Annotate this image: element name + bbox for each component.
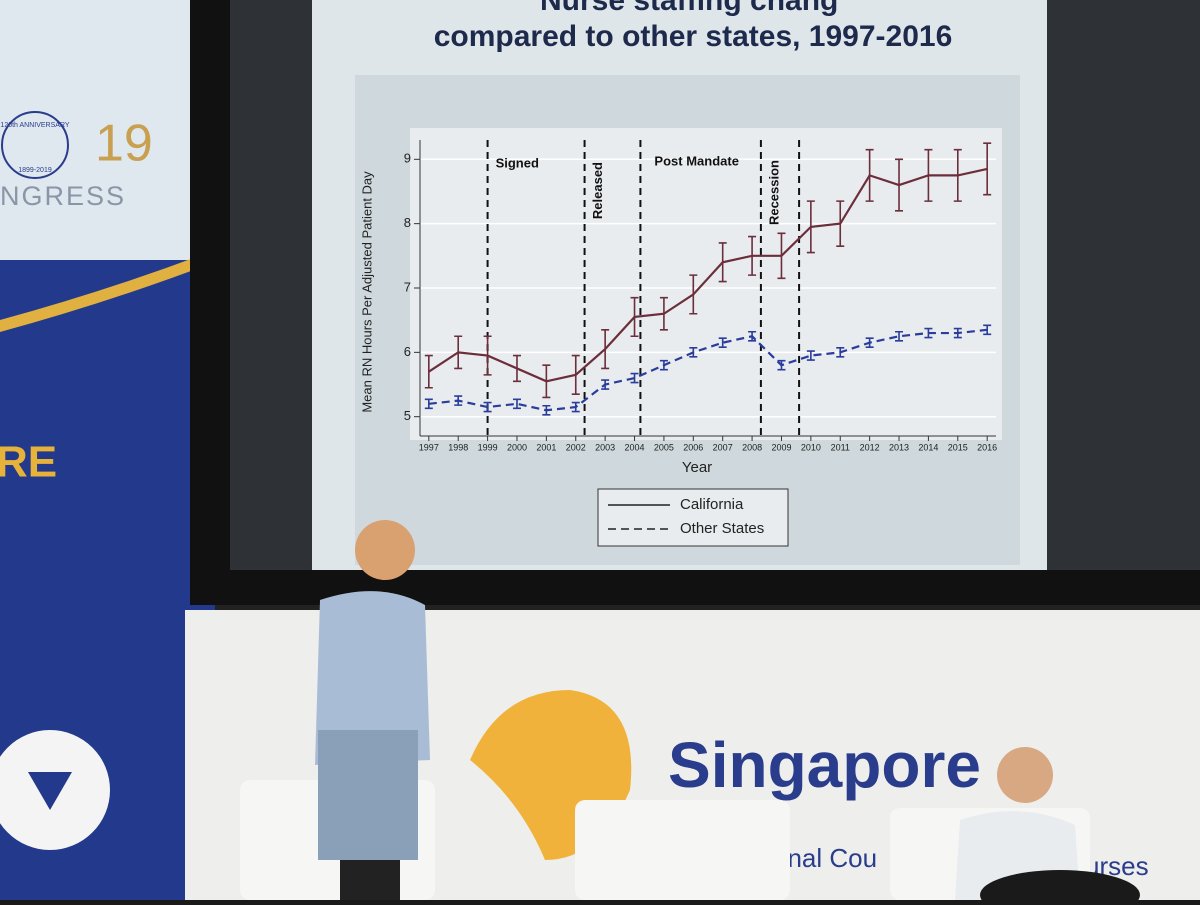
stage-logo: Singapore [668, 729, 981, 801]
error-bar [953, 327, 962, 339]
slide-title-top: Nurse staffing chang [540, 0, 838, 17]
error-bar [542, 364, 551, 399]
y-tick-label: 8 [404, 215, 411, 230]
x-tick-label: 2011 [831, 442, 850, 452]
error-bar [689, 347, 698, 358]
error-bar [424, 398, 433, 410]
x-tick-label: 2002 [566, 442, 586, 452]
banner-seal-icon [28, 772, 72, 810]
plot: 5 6 7 8 9 1997 1998 1999 2000 2001 2002 2003 2004 200… [404, 140, 997, 547]
error-bar [983, 324, 992, 336]
annotation: Post Mandate [654, 153, 739, 168]
x-tick-label: 2006 [683, 442, 703, 452]
y-tick-label: 6 [404, 344, 411, 359]
error-bar [630, 372, 639, 384]
speaker-skirt [318, 730, 418, 860]
banner-number: 19 [95, 115, 153, 173]
x-tick-label: 2007 [713, 442, 733, 452]
chair [575, 800, 790, 900]
x-tick-label: 2000 [507, 442, 527, 452]
error-bar [483, 335, 492, 376]
error-bar [630, 296, 639, 338]
banner-word: NGRESS [0, 181, 126, 211]
x-tick-label: 2009 [771, 442, 791, 452]
x-tick-label: 2012 [860, 442, 880, 452]
x-tick-label: 2005 [654, 442, 674, 452]
error-bar [512, 354, 521, 383]
audience-head [980, 870, 1140, 905]
error-bar [777, 359, 786, 371]
error-bar [806, 200, 815, 254]
slide-title: compared to other states, 1997-2016 [434, 20, 953, 53]
error-bar [601, 379, 610, 390]
x-tick-label: 2001 [536, 442, 556, 452]
error-bar [659, 359, 668, 371]
error-bar [424, 354, 433, 389]
error-bar [748, 330, 757, 342]
error-bar [836, 200, 845, 247]
error-bar [483, 401, 492, 413]
series-line [428, 328, 988, 412]
series-line [428, 167, 988, 383]
annotation: Recession [766, 160, 781, 225]
error-bar [571, 401, 580, 413]
error-bar [895, 330, 904, 342]
error-bar [454, 395, 463, 406]
error-bar [748, 235, 757, 276]
y-tick-label: 5 [404, 408, 411, 423]
error-bar [659, 296, 668, 331]
error-bar [953, 148, 962, 202]
speaker-jacket [315, 591, 430, 765]
banner-anniversary: 120th ANNIVERSARY [0, 122, 69, 129]
plot-area [410, 128, 1002, 440]
x-tick-label: 2003 [595, 442, 615, 452]
annotation: Signed [496, 155, 539, 170]
error-bar [983, 142, 992, 196]
x-axis-label: Year [682, 459, 712, 476]
error-bar [836, 347, 845, 358]
x-tick-label: 2016 [977, 442, 997, 452]
legend-label: California [680, 496, 744, 513]
x-tick-label: 2004 [625, 442, 645, 452]
legend-box [597, 488, 789, 547]
banner-years: 1899-2019 [18, 167, 52, 174]
x-tick-label: 2014 [918, 442, 938, 452]
error-bar [777, 232, 786, 280]
x-tick-label: 2015 [948, 442, 968, 452]
error-bar [542, 404, 551, 416]
speaker-head [355, 520, 415, 580]
y-axis-label: Mean RN Hours Per Adjusted Patient Day [359, 171, 374, 413]
legend-label: Other States [680, 520, 764, 537]
x-tick-label: 2013 [889, 442, 909, 452]
error-bar [865, 337, 874, 348]
error-bar [924, 327, 933, 339]
x-tick-label: 1998 [448, 442, 468, 452]
x-tick-label: 2008 [742, 442, 762, 452]
guest-head [997, 747, 1053, 803]
error-bar [924, 148, 933, 202]
banner-top [0, 0, 215, 300]
error-bar [454, 335, 463, 370]
banner-stripe [0, 250, 215, 332]
x-tick-label: 1997 [419, 442, 439, 452]
y-tick-label: 7 [404, 279, 411, 294]
error-bar [895, 158, 904, 212]
error-bar [865, 148, 874, 202]
error-bar [718, 337, 727, 348]
error-bar [571, 354, 580, 395]
x-tick-label: 2010 [801, 442, 821, 452]
banner-logo [1, 111, 69, 179]
error-bar [718, 242, 727, 283]
banner-fragment: RE [0, 438, 57, 487]
annotation: Released [590, 162, 605, 219]
error-bar [806, 350, 815, 361]
x-tick-label: 1999 [478, 442, 498, 452]
error-bar [512, 398, 521, 410]
error-bar [601, 329, 610, 370]
error-bar [689, 274, 698, 315]
y-tick-label: 9 [404, 151, 411, 166]
speaker-legs [340, 860, 400, 900]
